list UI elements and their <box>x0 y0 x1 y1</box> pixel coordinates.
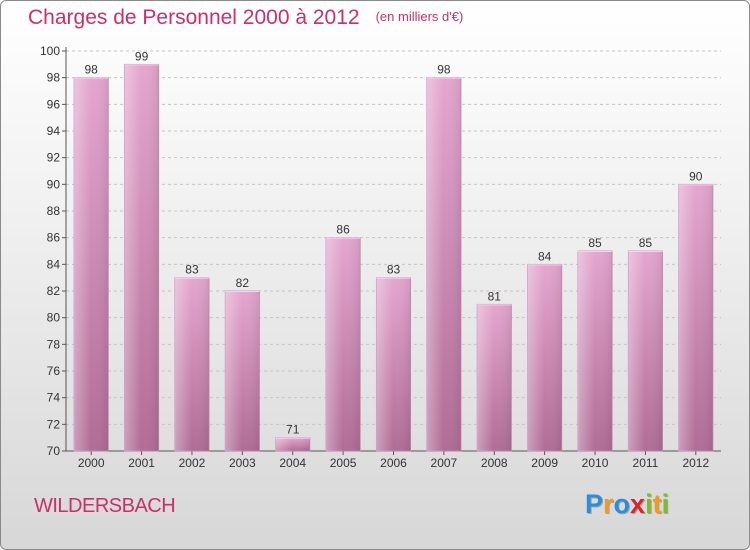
y-tick-label: 94 <box>47 124 61 138</box>
proxiti-logo: Proxiti <box>585 489 669 520</box>
data-label: 90 <box>689 169 703 183</box>
chart-subtitle: (en milliers d'€) <box>375 9 464 24</box>
data-label: 83 <box>185 263 199 277</box>
y-tick-label: 76 <box>47 364 61 378</box>
logo-letter: o <box>613 489 631 519</box>
bar-shine <box>628 251 663 451</box>
data-labels: 98 99 83 82 71 86 83 98 81 84 85 85 90 <box>85 49 703 436</box>
bar-shine <box>325 237 361 451</box>
x-tick-label: 2005 <box>330 456 357 470</box>
logo-letter: r <box>603 489 614 519</box>
x-tick-label: 2000 <box>78 456 105 470</box>
commune-name: WILDERSBACH <box>34 495 176 517</box>
chart-title: Charges de Personnel 2000 à 2012 (en mill… <box>28 6 463 30</box>
y-tick-label: 100 <box>40 44 60 58</box>
x-tick-label: 2003 <box>229 456 256 470</box>
y-tick-label: 84 <box>47 257 61 271</box>
x-tick-label: 2001 <box>128 456 155 470</box>
logo-letter: t <box>652 489 662 519</box>
logo-letter: i <box>661 489 670 519</box>
x-tick-label: 2007 <box>431 456 458 470</box>
logo-letter: P <box>585 489 604 519</box>
y-tick-label: 74 <box>47 391 61 405</box>
data-label: 84 <box>538 249 552 263</box>
logo-letter: i <box>645 489 653 519</box>
x-tick-label: 2006 <box>380 456 407 470</box>
x-tick-label: 2011 <box>633 456 659 470</box>
data-label: 85 <box>639 236 653 250</box>
y-tick-label: 80 <box>47 311 61 325</box>
y-tick-label: 88 <box>47 204 61 218</box>
data-label: 83 <box>387 263 401 277</box>
bar-shine <box>225 291 260 451</box>
x-tick-label: 2008 <box>481 456 508 470</box>
data-label: 82 <box>236 276 250 290</box>
bar-shine <box>678 184 713 452</box>
bar-shine <box>275 437 310 451</box>
x-tick-label: 2004 <box>279 456 306 470</box>
data-label: 86 <box>336 223 350 237</box>
bar-shine <box>74 77 109 452</box>
axes: 70 72 74 76 78 80 82 84 86 88 90 92 94 96 98 100 2000 200… <box>40 44 721 470</box>
y-tick-label: 72 <box>47 417 61 431</box>
y-tick-label: 70 <box>47 444 61 458</box>
chart-title-text: Charges de Personnel 2000 à 2012 <box>28 6 360 29</box>
x-tick-label: 2010 <box>582 456 609 470</box>
data-label: 81 <box>488 289 502 303</box>
x-tick-label: 2012 <box>682 456 709 470</box>
logo-letter: x <box>630 489 646 519</box>
x-tick-label: 2009 <box>531 456 558 470</box>
data-label: 71 <box>286 423 300 437</box>
y-tick-label: 78 <box>47 337 61 351</box>
bar-shine <box>124 64 159 452</box>
x-tick-label: 2002 <box>179 456 206 470</box>
y-tick-label: 98 <box>47 71 61 85</box>
data-label: 98 <box>437 63 451 77</box>
data-label: 98 <box>85 63 99 77</box>
y-tick-label: 82 <box>47 284 61 298</box>
data-label: 99 <box>135 49 149 63</box>
bar-shine <box>426 77 462 452</box>
y-tick-label: 92 <box>47 151 61 165</box>
bar-shine <box>376 277 411 451</box>
y-tick-label: 90 <box>47 177 61 191</box>
bar-shine <box>477 304 512 451</box>
bar-shine <box>577 251 613 451</box>
data-label: 85 <box>588 236 602 250</box>
bars <box>73 63 714 452</box>
bar-shine <box>527 264 562 451</box>
y-tick-label: 96 <box>47 97 61 111</box>
bar-shine <box>174 277 210 451</box>
y-tick-label: 86 <box>47 231 61 245</box>
